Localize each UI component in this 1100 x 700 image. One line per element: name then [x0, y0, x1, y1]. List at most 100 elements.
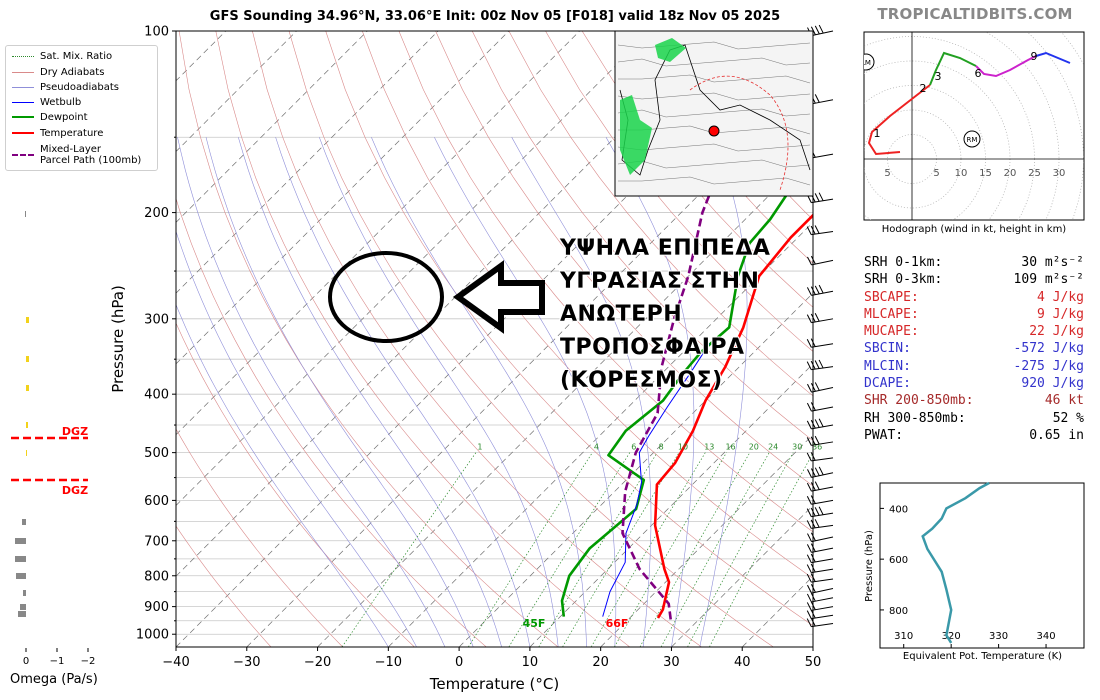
hodograph-rm-label: RM [967, 136, 978, 144]
pseudoadiabat [275, 137, 531, 647]
omega-bar-positive [26, 356, 29, 362]
legend-label: Temperature [40, 127, 104, 139]
wind-barb [806, 506, 834, 518]
hodograph-frame [863, 31, 1085, 221]
index-label: PWAT: [864, 427, 904, 443]
y-tick-label: 400 [144, 388, 169, 403]
wind-barb [806, 313, 834, 324]
parcel-path-line [621, 78, 746, 620]
hodograph-height-label: 6 [975, 67, 982, 80]
index-label: DCAPE: [864, 376, 911, 392]
mixing-ratio-label: 24 [768, 443, 778, 452]
wind-barb [806, 601, 834, 611]
mixing-ratio-line [538, 452, 658, 647]
dewpoint-line [560, 153, 813, 617]
index-value: 920 J/kg [1021, 376, 1084, 392]
mixing-ratio-line [709, 452, 813, 647]
wind-barb [806, 402, 834, 412]
map-contour [617, 41, 811, 50]
legend: Sat. Mix. Ratio Dry Adiabats Pseudoadiab… [5, 45, 158, 171]
index-row: RH 300-850mb: 52 % [864, 411, 1084, 428]
legend-swatch [12, 132, 34, 134]
isotherm [600, 434, 813, 647]
omega-bar-negative [18, 611, 26, 617]
index-row: SBCAPE: 4 J/kg [864, 290, 1084, 307]
legend-swatch [12, 71, 34, 73]
omega-tick-label: −1 [50, 656, 65, 667]
hodograph-segment-6-9km [975, 55, 1037, 78]
dry-adiabat [288, 31, 774, 647]
wind-barb [806, 563, 834, 574]
wind-barb [806, 359, 834, 371]
dry-adiabat [176, 428, 343, 647]
mixing-ratio-label: 10 [678, 443, 688, 452]
theta-e-x-tick-label: 330 [989, 631, 1008, 642]
x-tick-label: 10 [522, 655, 539, 670]
dry-adiabat [252, 31, 702, 647]
map-contour [618, 176, 811, 186]
map-contour [617, 159, 811, 169]
omega-tick-label: −2 [81, 656, 96, 667]
legend-label: Dry Adiabats [40, 66, 105, 78]
index-label: SRH 0-1km: [864, 255, 943, 270]
site-watermark: TROPICALTIDBITS.COM [877, 5, 1073, 23]
hodograph-ring-label: 5 [933, 168, 939, 179]
hodograph-segment-9km-plus [1035, 51, 1071, 64]
surface-dewpoint-label: 45F [523, 617, 546, 630]
y-tick-label: 200 [144, 206, 169, 221]
hodograph-segment-0-3km [867, 84, 931, 156]
x-tick-label: 40 [734, 655, 751, 670]
mixing-ratio-label: 13 [704, 443, 714, 452]
omega-bar-positive [26, 385, 29, 391]
theta-e-y-tick-label: 600 [889, 555, 908, 566]
mixing-ratio-line [639, 452, 751, 647]
index-row: SBCIN: -572 J/kg [864, 341, 1084, 358]
pseudoadiabat [371, 137, 587, 647]
hodograph-ring-label: 5 [884, 168, 890, 179]
hodograph-height-label: 2 [920, 82, 927, 95]
wind-barb [806, 452, 834, 462]
index-label: SBCAPE: [864, 289, 919, 305]
index-value: 4 J/kg [1037, 289, 1084, 305]
theta-e-ylabel: Pressure (hPa) [864, 530, 875, 602]
hodograph-ring-label: 30 [1053, 168, 1066, 179]
mixing-ratio-label: 30 [792, 443, 802, 452]
mixing-ratio-label: 16 [725, 443, 735, 452]
index-value: 109 m²s⁻² [1013, 272, 1084, 288]
map-moisture-area [655, 38, 686, 62]
hodograph-lm-label: LM [861, 59, 871, 67]
wind-barb [806, 418, 834, 430]
theta-e-y-tick-label: 400 [889, 504, 908, 515]
mixing-ratio-line [590, 452, 706, 647]
isotherm [458, 292, 813, 647]
omega-panel: 0 −1 −2 DGZ DGZ [11, 211, 95, 667]
dry-adiabat [325, 31, 813, 626]
wind-barb [807, 466, 834, 478]
omega-bar-negative [22, 519, 26, 525]
legend-item-dewpoint: Dewpoint [12, 110, 88, 124]
x-tick-label: 0 [455, 655, 463, 670]
theta-e-panel: 310 320 330 340 400 600 800 Pressure (hPa) [864, 481, 1085, 649]
legend-item-temperature: Temperature [12, 126, 103, 140]
index-row: MUCAPE: 22 J/kg [864, 324, 1084, 341]
legend-swatch [12, 101, 34, 103]
index-row: SRH 0-3km: 109 m²s⁻² [864, 272, 1084, 289]
mixing-ratio-line [508, 452, 631, 647]
index-value: 0.65 in [1029, 427, 1084, 443]
hodograph-segment-3-6km [929, 51, 977, 86]
y-tick-label: 100 [144, 25, 169, 40]
isotherm [176, 31, 510, 365]
y-tick-label: 1000 [136, 628, 169, 643]
inset-map-frame [614, 30, 814, 197]
omega-bar-negative [16, 573, 26, 579]
series-lines [560, 78, 813, 620]
mixing-ratio-line [660, 452, 770, 647]
wind-barb [806, 519, 834, 529]
index-label: SBCIN: [864, 341, 911, 357]
dry-adiabat [471, 31, 813, 442]
legend-swatch [12, 116, 34, 118]
y-tick-label: 300 [144, 312, 169, 327]
hodograph-ring-label: 15 [979, 168, 992, 179]
x-tick-label: −10 [375, 655, 402, 670]
